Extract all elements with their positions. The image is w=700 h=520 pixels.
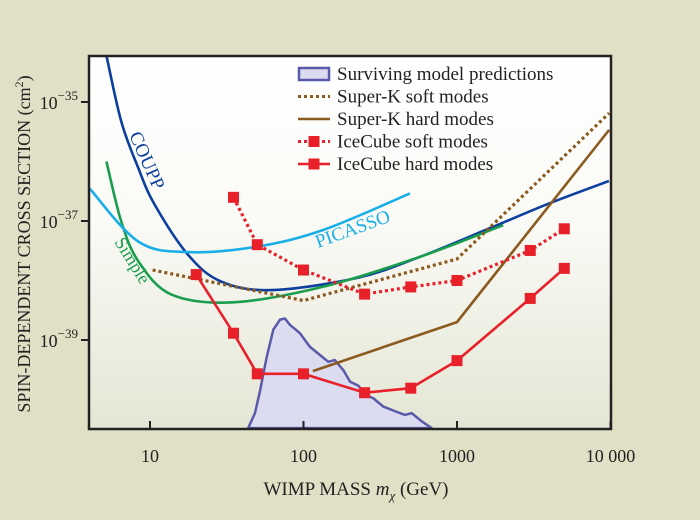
legend-item-superk_soft: Super-K soft modes (298, 87, 489, 108)
marker-icecube_hard (558, 262, 570, 274)
series-surviving (246, 317, 433, 429)
y-tick-label: 10−37 (40, 207, 79, 232)
legend-label: IceCube soft modes (337, 132, 488, 153)
marker-icecube_soft (558, 223, 570, 235)
marker-icecube_soft (228, 191, 240, 203)
marker-icecube_soft (298, 264, 309, 276)
marker-icecube_hard (298, 368, 309, 380)
legend-marker (308, 136, 320, 147)
legend-label: Super-K hard modes (337, 109, 494, 130)
series-superk_hard (312, 129, 611, 373)
line-picasso (89, 187, 411, 254)
marker-icecube_hard (405, 382, 417, 394)
marker-icecube_soft (524, 244, 536, 256)
series-coupp (105, 56, 610, 292)
marker-icecube_hard (190, 269, 202, 281)
x-tick-label: 10 (141, 446, 159, 466)
marker-icecube_hard (524, 292, 536, 304)
y-tick-label: 10−39 (40, 326, 78, 351)
legend-swatch (297, 66, 331, 82)
legend-label: Surviving model predictions (337, 64, 553, 85)
legend-item-surviving: Surviving model predictions (297, 64, 553, 85)
marker-icecube_hard (451, 355, 463, 367)
legend-label: Super-K soft modes (337, 87, 489, 108)
series-icecube_soft (228, 191, 570, 300)
y-tick-label: 10−35 (40, 88, 78, 113)
x-tick-label: 100 (290, 446, 317, 466)
line-icecube_soft (232, 196, 566, 296)
plot-frame (87, 54, 613, 431)
legend-item-superk_hard: Super-K hard modes (298, 109, 494, 130)
marker-icecube_soft (451, 275, 463, 286)
line-superk_hard (312, 129, 611, 373)
marker-icecube_soft (359, 288, 371, 300)
x-tick-label: 1000 (439, 446, 475, 466)
marker-icecube_soft (251, 239, 263, 251)
legend-item-icecube_hard: IceCube hard modes (298, 154, 493, 175)
area-surviving (246, 317, 433, 429)
series-layer (89, 56, 611, 429)
marker-icecube_hard (359, 387, 371, 399)
series-simple (105, 161, 504, 304)
legend-item-icecube_soft: IceCube soft modes (298, 132, 488, 153)
plot-area (89, 56, 611, 429)
series-icecube_hard (190, 262, 570, 399)
x-tick-label: 10 000 (586, 446, 636, 466)
marker-icecube_soft (405, 281, 417, 293)
y-axis: 10−35 10−37 10−39 (40, 88, 89, 351)
legend-label: IceCube hard modes (337, 154, 493, 175)
line-simple (105, 161, 504, 304)
marker-icecube_hard (251, 368, 263, 380)
legend-marker (308, 158, 320, 170)
series-picasso (89, 187, 411, 254)
x-axis-title: WIMP MASS mχ (GeV) (263, 479, 448, 503)
x-axis: 10 100 1000 10 000 (141, 421, 635, 466)
line-coupp (105, 56, 610, 292)
marker-icecube_hard (228, 327, 240, 339)
y-axis-title: SPIN-DEPENDENT CROSS SECTION (cm2) (12, 75, 35, 412)
